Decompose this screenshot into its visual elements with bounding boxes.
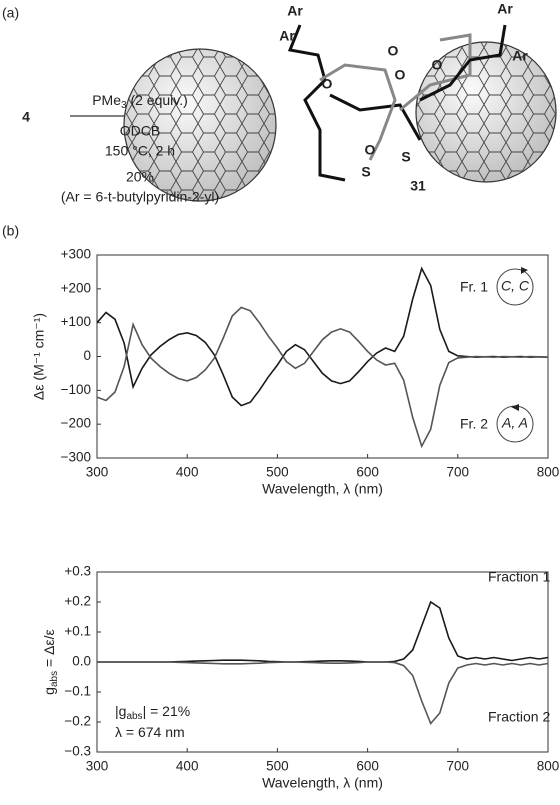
- atom-label: O: [322, 76, 333, 92]
- x-tick-label: 700: [447, 465, 470, 480]
- x-tick-label: 400: [176, 465, 199, 480]
- annotation: λ = 674 nm: [115, 724, 185, 740]
- series-label: Fraction 2: [488, 709, 550, 725]
- configuration-arrow: [521, 267, 528, 274]
- data-line: [97, 600, 549, 663]
- y-tick-label: −300: [61, 450, 91, 465]
- series-label: Fraction 1: [488, 569, 550, 585]
- x-axis-label: Wavelength, λ (nm): [262, 481, 383, 497]
- data-line: [96, 306, 549, 449]
- scheme: [70, 24, 557, 202]
- y-tick-label: −0.1: [64, 684, 91, 699]
- y-tick-label: 0: [83, 348, 91, 363]
- series-label: Fr. 1: [460, 279, 488, 295]
- x-tick-label: 300: [86, 759, 109, 774]
- subscript: abs: [126, 711, 142, 722]
- atom-label: O: [388, 43, 399, 59]
- series-label: Fr. 2: [460, 416, 488, 432]
- x-tick-label: 700: [447, 759, 470, 774]
- atom-label: Ar: [497, 1, 513, 17]
- y-tick-label: 0.0: [72, 654, 91, 669]
- text-part: (2 equiv.): [127, 92, 188, 108]
- x-tick-label: 300: [86, 465, 109, 480]
- atom-label: O: [432, 57, 443, 73]
- subscript: 3: [121, 100, 127, 111]
- yield: 20%: [126, 169, 154, 185]
- y-tick-label: +300: [61, 247, 91, 262]
- subscript: abs: [49, 671, 60, 687]
- atom-label: O: [365, 142, 376, 158]
- atom-label: Ar: [279, 28, 295, 44]
- atom-label: S: [401, 149, 410, 165]
- x-tick-label: 500: [266, 759, 289, 774]
- panel-label: (b): [2, 223, 19, 239]
- conditions: 150 °C, 2 h: [105, 143, 175, 159]
- y-tick-label: −100: [61, 382, 91, 397]
- configuration-arrow: [511, 404, 519, 411]
- bonds: [287, 24, 507, 182]
- x-tick-label: 800: [537, 759, 560, 774]
- text-part: PMe: [92, 92, 121, 108]
- y-axis-label: gabs = Δε/ε: [41, 629, 60, 695]
- y-tick-label: +0.2: [64, 594, 91, 609]
- annotation: |gabs| = 21%: [115, 703, 190, 722]
- y-tick-label: +0.3: [64, 564, 91, 579]
- x-axis-label: Wavelength, λ (nm): [262, 775, 383, 791]
- x-tick-label: 400: [176, 759, 199, 774]
- reactant: 4: [22, 109, 30, 125]
- note: (Ar = 6-t-butylpyridin-2-yl): [61, 189, 219, 205]
- reagent: PMe3 (2 equiv.): [92, 92, 188, 111]
- text-part: |g: [115, 703, 126, 719]
- y-tick-label: +0.1: [64, 624, 91, 639]
- x-tick-label: 800: [537, 465, 560, 480]
- y-tick-label: −0.3: [64, 744, 91, 759]
- text-part: = Δε/ε: [41, 629, 57, 671]
- data-line: [97, 661, 549, 726]
- text-part: g: [41, 687, 57, 695]
- y-tick-label: −0.2: [64, 714, 91, 729]
- configuration-circle: [496, 268, 534, 306]
- solvent: ODCB: [120, 123, 160, 139]
- atom-label: Ar: [512, 48, 528, 64]
- configuration-label: A, A: [501, 415, 528, 431]
- panel-label: (a): [2, 5, 19, 21]
- atom-label: Ar: [287, 3, 303, 19]
- x-tick-label: 500: [266, 465, 289, 480]
- x-tick-label: 600: [356, 759, 379, 774]
- text-part: | = 21%: [143, 703, 191, 719]
- y-axis-label: Δε (M⁻¹ cm⁻¹): [31, 313, 47, 400]
- x-tick-label: 600: [356, 465, 379, 480]
- text-part: λ = 674 nm: [115, 724, 185, 740]
- fullerene-left: [123, 48, 277, 202]
- y-tick-label: −200: [61, 416, 91, 431]
- configuration-label: C, C: [501, 278, 530, 294]
- atom-label: O: [395, 67, 406, 83]
- product: 31: [410, 178, 426, 194]
- atom-label: S: [361, 164, 370, 180]
- fullerene-right: [415, 41, 557, 183]
- y-tick-label: +100: [61, 314, 91, 329]
- y-tick-label: +200: [61, 280, 91, 295]
